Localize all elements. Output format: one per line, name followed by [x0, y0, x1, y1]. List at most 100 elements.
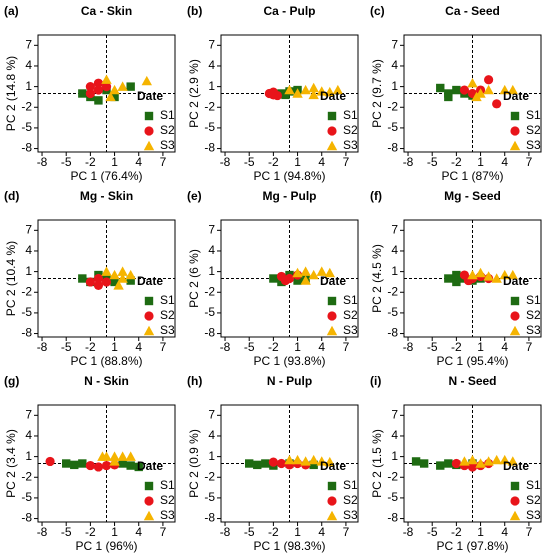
point [62, 459, 71, 468]
point [126, 461, 135, 470]
x-tick-label: 4 [501, 525, 508, 539]
legend-label: S3 [160, 508, 175, 522]
legend-label: S2 [526, 123, 541, 137]
y-tick-label: -8 [204, 326, 215, 340]
point [134, 462, 143, 472]
y-tick-label: -5 [204, 305, 215, 319]
point [101, 460, 112, 471]
x-tick-label: 4 [135, 525, 142, 539]
legend-marker [327, 481, 337, 491]
panel-letter: (f) [370, 189, 382, 203]
y-tick-label: -8 [21, 326, 32, 340]
y-tick-label: -5 [21, 490, 32, 504]
x-tick-label: 4 [318, 525, 325, 539]
legend-marker [327, 496, 337, 506]
panel: (g) N - Skin -8 -5 -2 1 4 7 -8 -5 -2 1 4 7 PC 1 (96%) P… [4, 374, 176, 553]
point [483, 271, 494, 281]
y-tick-label: 1 [208, 264, 215, 278]
point [292, 267, 303, 278]
x-tick-label: -5 [427, 525, 438, 539]
y-tick-label: 1 [208, 449, 215, 463]
point [309, 460, 318, 470]
point [316, 456, 327, 466]
y-tick-label: -2 [387, 99, 398, 113]
point [316, 86, 327, 96]
y-tick-label: 4 [391, 428, 398, 442]
legend-title: Date [320, 459, 346, 473]
panel-letter: (c) [370, 4, 385, 18]
legend-label: S3 [160, 323, 175, 337]
point [467, 462, 478, 472]
legend-label: S3 [526, 508, 541, 522]
x-axis-label: PC 1 (93.8%) [253, 354, 325, 368]
point [253, 460, 262, 470]
panel-title: Mg - Seed [444, 189, 501, 203]
point [109, 269, 120, 280]
y-tick-label: -5 [387, 490, 398, 504]
point [484, 75, 494, 85]
y-tick-label: -5 [204, 490, 215, 504]
point [105, 91, 116, 102]
y-axis-label: PC 2 (6 %) [187, 249, 201, 308]
y-axis-label: PC 2 (9.7 %) [370, 59, 384, 128]
legend-marker [327, 311, 337, 321]
x-axis-label: PC 1 (98.3%) [253, 539, 325, 553]
point [475, 88, 486, 98]
point [109, 456, 120, 466]
legend-marker [327, 126, 337, 136]
point [281, 90, 290, 100]
legend-label: S2 [160, 123, 175, 137]
panel-title: Ca - Pulp [263, 4, 315, 18]
y-tick-label: -8 [387, 511, 398, 525]
y-tick-label: -5 [204, 120, 215, 134]
legend-marker [144, 126, 154, 136]
legend-marker [143, 325, 155, 336]
legend-label: S3 [526, 138, 541, 152]
point [300, 275, 311, 285]
panel: (d) Mg - Skin -8 -5 -2 1 4 7 -8 -5 -2 1 4 7 PC 1 (88.8… [4, 189, 176, 368]
point [459, 85, 470, 95]
y-axis-label: PC 2 (4.5 %) [370, 244, 384, 313]
y-tick-label: -5 [387, 305, 398, 319]
panel-letter: (i) [370, 374, 381, 388]
x-axis-label: PC 1 (97.8%) [436, 539, 508, 553]
point [85, 460, 95, 471]
legend-label: S3 [343, 138, 358, 152]
x-tick-label: 7 [526, 525, 533, 539]
x-tick-label: 1 [111, 155, 118, 169]
y-axis-label: PC 2 (2.9 %) [187, 59, 201, 128]
point [78, 459, 87, 468]
point [483, 84, 494, 95]
point [475, 458, 486, 468]
point [332, 84, 344, 95]
point [93, 280, 104, 290]
point [117, 273, 128, 283]
point [444, 274, 453, 283]
panel-letter: (g) [4, 374, 19, 388]
legend-title: Date [320, 274, 346, 288]
legend-marker [143, 510, 155, 521]
x-tick-label: -5 [244, 340, 255, 354]
point [308, 82, 319, 93]
point [492, 99, 502, 109]
y-tick-label: -2 [21, 284, 32, 298]
y-tick-label: 7 [391, 37, 398, 51]
legend-label: S3 [526, 323, 541, 337]
x-tick-label: 7 [160, 155, 167, 169]
point [507, 269, 518, 280]
y-tick-label: 1 [208, 79, 215, 93]
y-tick-label: -5 [21, 305, 32, 319]
x-tick-label: 1 [294, 155, 301, 169]
legend-marker [510, 296, 520, 306]
x-tick-label: 7 [343, 155, 350, 169]
point [308, 269, 319, 280]
point [444, 459, 453, 468]
y-tick-label: -8 [387, 326, 398, 340]
x-tick-label: 1 [477, 155, 484, 169]
x-tick-label: -8 [37, 155, 48, 169]
point [300, 266, 311, 276]
legend-label: S2 [343, 493, 358, 507]
x-tick-label: 7 [160, 525, 167, 539]
point [292, 454, 303, 465]
panel-letter: (d) [4, 189, 19, 203]
